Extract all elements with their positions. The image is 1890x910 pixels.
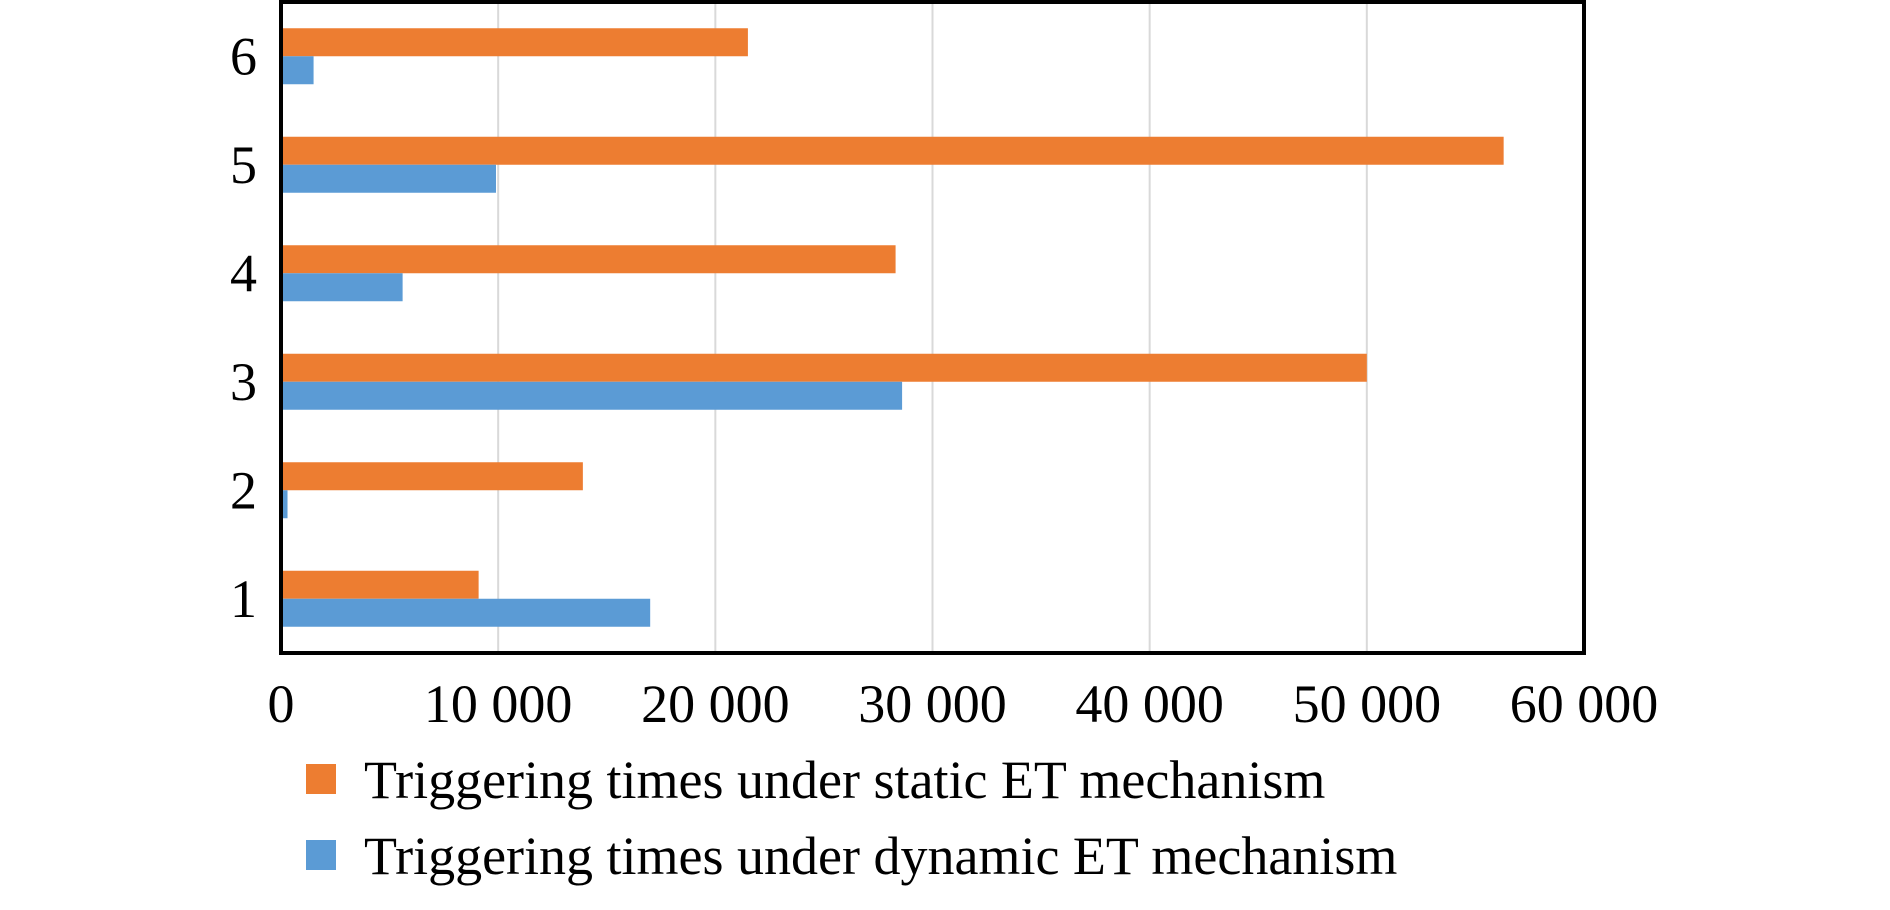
y-tick-label-5: 5 bbox=[230, 135, 257, 195]
bar-dynamic-3 bbox=[281, 381, 903, 410]
bar-static-5 bbox=[281, 136, 1504, 165]
x-tick-label-6: 60 000 bbox=[1510, 674, 1659, 734]
bar-dynamic-2 bbox=[281, 490, 288, 519]
x-tick-labels: 0 10 000 20 000 30 000 40 000 50 000 60 000 bbox=[268, 674, 1659, 734]
x-tick-label-1: 10 000 bbox=[424, 674, 573, 734]
bar-dynamic-4 bbox=[281, 273, 403, 302]
x-tick-label-3: 30 000 bbox=[858, 674, 1007, 734]
bar-static-1 bbox=[281, 570, 479, 599]
x-tick-label-5: 50 000 bbox=[1293, 674, 1442, 734]
y-tick-label-4: 4 bbox=[230, 243, 257, 303]
y-tick-labels: 1 2 3 4 5 6 bbox=[230, 26, 257, 629]
bar-static-3 bbox=[281, 353, 1367, 382]
legend-label-dynamic: Triggering times under dynamic ET mechan… bbox=[364, 826, 1397, 886]
legend-swatch-static bbox=[306, 764, 336, 794]
bar-static-4 bbox=[281, 245, 896, 274]
y-tick-label-3: 3 bbox=[230, 352, 257, 412]
bar-dynamic-1 bbox=[281, 598, 651, 627]
y-tick-label-6: 6 bbox=[230, 26, 257, 86]
bar-static-2 bbox=[281, 462, 583, 491]
bars bbox=[281, 28, 1504, 627]
x-tick-label-4: 40 000 bbox=[1075, 674, 1224, 734]
bar-dynamic-5 bbox=[281, 164, 496, 193]
bar-dynamic-6 bbox=[281, 56, 314, 85]
grid-lines bbox=[497, 2, 1368, 653]
bar-static-6 bbox=[281, 28, 748, 57]
plot-frame bbox=[279, 0, 1586, 655]
x-tick-label-0: 0 bbox=[268, 674, 295, 734]
legend-swatch-dynamic bbox=[306, 840, 336, 870]
y-tick-label-2: 2 bbox=[230, 460, 257, 520]
y-tick-label-1: 1 bbox=[230, 569, 257, 629]
x-tick-label-2: 20 000 bbox=[641, 674, 790, 734]
legend: Triggering times under static ET mechani… bbox=[306, 750, 1397, 886]
legend-label-static: Triggering times under static ET mechani… bbox=[364, 750, 1325, 810]
